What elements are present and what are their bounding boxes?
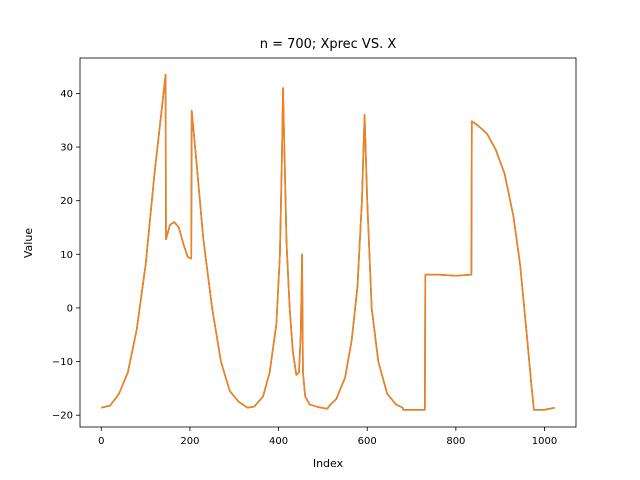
x-tick-label: 400 xyxy=(269,436,288,447)
x-tick-label: 0 xyxy=(98,436,104,447)
chart-title: n = 700; Xprec VS. X xyxy=(260,37,397,52)
plot-frame xyxy=(79,57,577,428)
x-axis: 0 200 400 600 800 1000 xyxy=(98,427,557,447)
y-tick-label: 20 xyxy=(60,196,73,207)
y-tick-label: −10 xyxy=(52,357,73,368)
x-tick-label: 800 xyxy=(446,436,465,447)
x-tick-label: 1000 xyxy=(532,436,557,447)
y-axis: −20 −10 0 10 20 30 40 xyxy=(52,89,80,422)
y-tick-label: −20 xyxy=(52,411,73,422)
x-tick-label: 600 xyxy=(358,436,377,447)
y-axis-title: Value xyxy=(22,228,35,258)
y-tick-label: 40 xyxy=(60,89,73,100)
y-tick-label: 10 xyxy=(60,250,73,261)
series-line-xprec xyxy=(101,73,555,411)
plot-area xyxy=(101,73,555,411)
y-tick-label: 0 xyxy=(67,303,73,314)
y-tick-label: 30 xyxy=(60,143,73,154)
x-axis-title: Index xyxy=(313,457,344,470)
x-tick-label: 200 xyxy=(180,436,199,447)
